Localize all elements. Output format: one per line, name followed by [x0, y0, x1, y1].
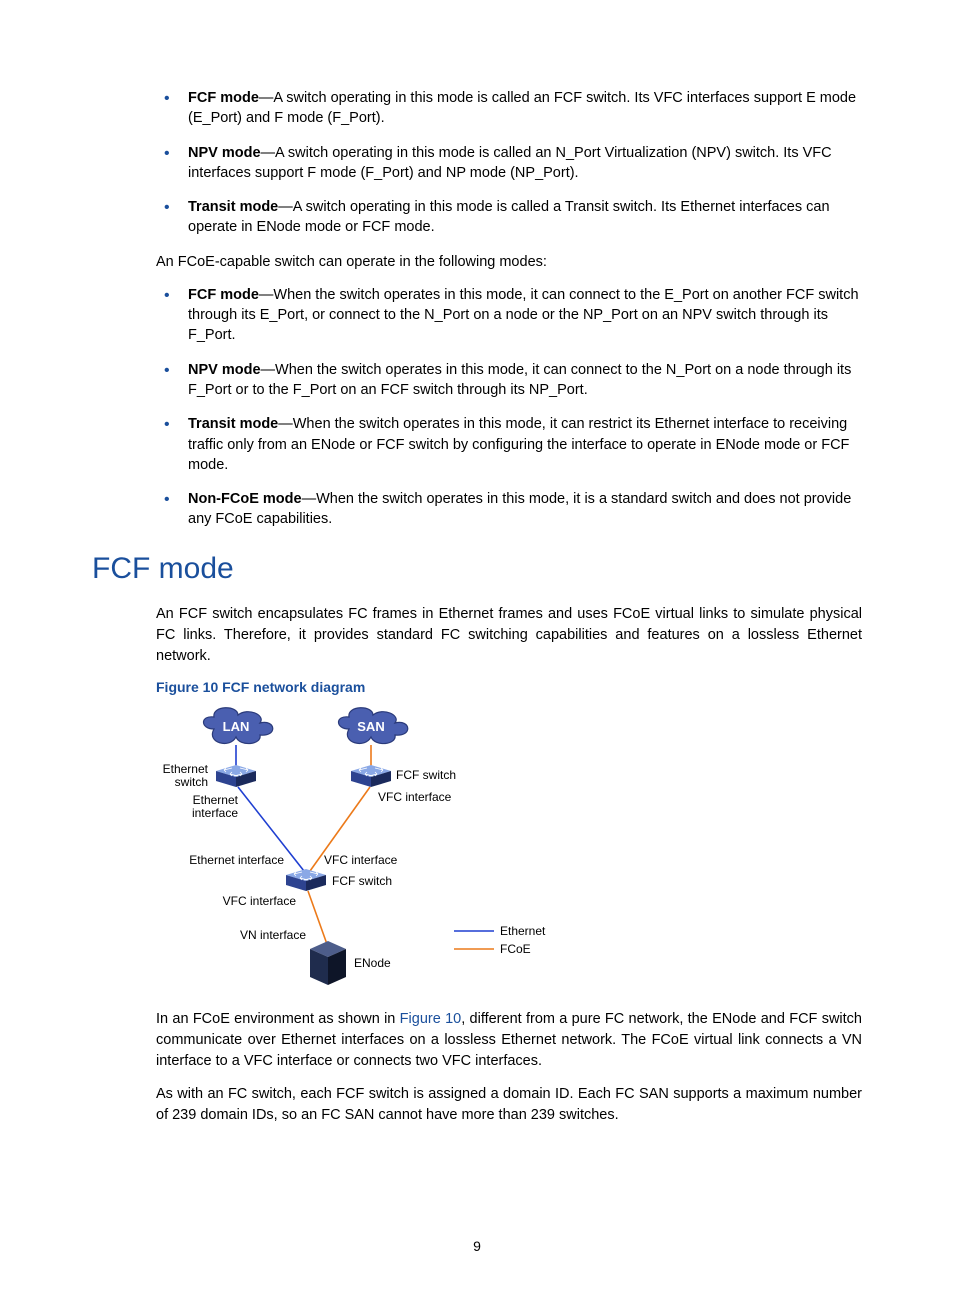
- para-4: As with an FC switch, each FCF switch is…: [156, 1084, 862, 1126]
- item-rest: —When the switch operates in this mode, …: [188, 287, 859, 344]
- section-heading: FCF mode: [92, 552, 862, 586]
- cloud-san: SAN: [339, 708, 408, 744]
- svg-text:SAN: SAN: [357, 719, 384, 734]
- figure-link[interactable]: Figure 10: [400, 1011, 462, 1027]
- cloud-lan: LAN: [204, 708, 273, 744]
- item-rest: —When the switch operates in this mode, …: [188, 416, 849, 473]
- figure-caption: Figure 10 FCF network diagram: [156, 679, 862, 695]
- mode-list-1: FCF mode—A switch operating in this mode…: [156, 88, 862, 238]
- svg-text:FCoE: FCoE: [500, 942, 531, 956]
- item-bold: FCF mode: [188, 90, 259, 106]
- ethernet-switch-icon: [216, 765, 256, 787]
- enode-label: ENode: [354, 956, 391, 970]
- fcf-switch-1-label: FCF switch: [396, 768, 456, 782]
- list-item: Transit mode—A switch operating in this …: [156, 197, 862, 238]
- list-item: Transit mode—When the switch operates in…: [156, 414, 862, 475]
- para3-pre: In an FCoE environment as shown in: [156, 1011, 400, 1027]
- fcf-paragraph: An FCF switch encapsulates FC frames in …: [156, 604, 862, 667]
- fcf-switch-2-label: FCF switch: [332, 874, 392, 888]
- vfc-interface-top: VFC interface: [378, 790, 452, 804]
- item-rest: —A switch operating in this mode is call…: [188, 199, 830, 235]
- list-item: FCF mode—When the switch operates in thi…: [156, 285, 862, 346]
- item-rest: —A switch operating in this mode is call…: [188, 145, 832, 181]
- page: FCF mode—A switch operating in this mode…: [0, 0, 954, 1296]
- intro-paragraph: An FCoE-capable switch can operate in th…: [156, 252, 862, 273]
- svg-text:Ethernet: Ethernet: [500, 924, 546, 938]
- item-rest: —A switch operating in this mode is call…: [188, 90, 856, 126]
- edge-fcf2-enode: [308, 891, 328, 947]
- item-bold: Transit mode: [188, 416, 278, 432]
- network-diagram: LAN SAN Ethernetswitch FCF switch FCF sw…: [156, 701, 586, 991]
- item-bold: FCF mode: [188, 287, 259, 303]
- vfc-interface-low: VFC interface: [223, 894, 297, 908]
- para-3: In an FCoE environment as shown in Figur…: [156, 1009, 862, 1072]
- page-number: 9: [0, 1238, 954, 1254]
- item-rest: —When the switch operates in this mode, …: [188, 362, 851, 398]
- list-item: NPV mode—When the switch operates in thi…: [156, 360, 862, 401]
- mode-list-2: FCF mode—When the switch operates in thi…: [156, 285, 862, 530]
- svg-text:LAN: LAN: [223, 719, 250, 734]
- item-bold: Transit mode: [188, 199, 278, 215]
- eth-switch-label: Ethernetswitch: [163, 762, 209, 789]
- fcf-switch-1-icon: [351, 765, 391, 787]
- fcf-switch-2-icon: [286, 869, 326, 891]
- enode-icon: [310, 941, 346, 985]
- item-bold: NPV mode: [188, 145, 261, 161]
- vn-interface: VN interface: [240, 928, 306, 942]
- item-bold: NPV mode: [188, 362, 261, 378]
- item-bold: Non-FCoE mode: [188, 491, 302, 507]
- list-item: NPV mode—A switch operating in this mode…: [156, 143, 862, 184]
- list-item: Non-FCoE mode—When the switch operates i…: [156, 489, 862, 530]
- list-item: FCF mode—A switch operating in this mode…: [156, 88, 862, 129]
- eth-interface-top: Ethernetinterface: [192, 793, 239, 820]
- vfc-interface-mid: VFC interface: [324, 853, 398, 867]
- legend: Ethernet FCoE: [454, 924, 546, 956]
- eth-interface-mid: Ethernet interface: [189, 853, 284, 867]
